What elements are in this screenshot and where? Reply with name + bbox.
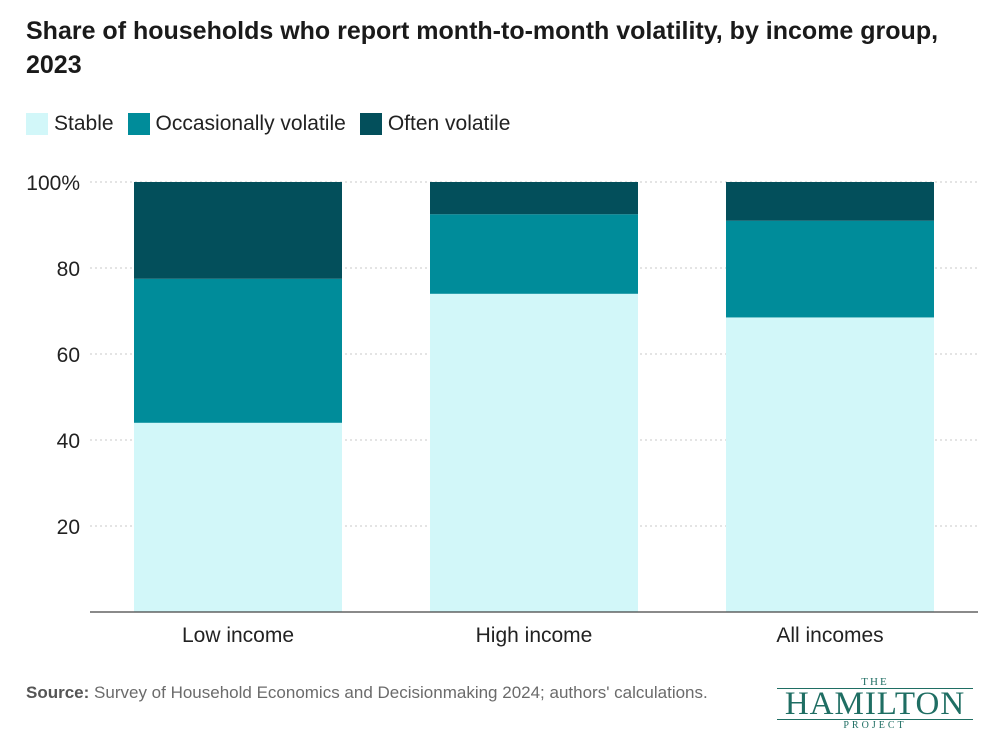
chart-title: Share of households who report month-to-… [26,17,939,79]
bar-high-income-often-volatile [430,182,638,215]
bar-high-income-stable [430,293,638,612]
legend-item-often-volatile: Often volatile [359,112,511,136]
legend-label-occasionally-volatile: Occasionally volatile [155,112,346,135]
legend-item-occasionally-volatile: Occasionally volatile [127,112,346,136]
x-tick-label-low-income: Low income [182,624,294,647]
legend-swatch-often-volatile [359,113,382,135]
legend: Stable Occasionally volatile Often volat… [26,112,524,136]
logo-project: PROJECT [843,720,907,731]
x-tick-label-high-income: High income [476,624,593,647]
logo-the: THE [861,676,889,688]
y-tick-label-100: 100% [26,172,80,195]
y-tick-label-40: 40 [57,430,80,453]
legend-label-stable: Stable [54,112,114,135]
legend-swatch-stable [26,113,48,135]
hamilton-project-logo: THE HAMILTON PROJECT [777,676,973,732]
stacked-bar-chart: 20 40 60 80 100% Low income High income All inc… [26,172,978,647]
legend-label-often-volatile: Often volatile [387,112,511,135]
bar-all-incomes-occasionally-volatile [726,220,934,318]
bar-all-incomes-often-volatile [726,182,934,221]
legend-item-stable: Stable [26,112,114,136]
y-tick-label-60: 60 [57,344,80,367]
y-tick-label-20: 20 [57,516,80,539]
x-tick-label-all-incomes: All incomes [776,624,883,647]
legend-swatch-occasionally-volatile [127,113,150,135]
source-text: Survey of Household Economics and Decisi… [94,683,708,702]
logo-hamilton: HAMILTON [777,688,973,721]
source-note: Source: Survey of Household Economics an… [26,680,746,706]
bar-all-incomes-stable [726,317,934,612]
bar-low-income-often-volatile [134,182,342,279]
source-label: Source: [26,683,90,702]
y-tick-label-80: 80 [57,258,80,281]
bar-low-income-occasionally-volatile [134,278,342,423]
bar-low-income-stable [134,422,342,612]
bar-high-income-occasionally-volatile [430,214,638,294]
